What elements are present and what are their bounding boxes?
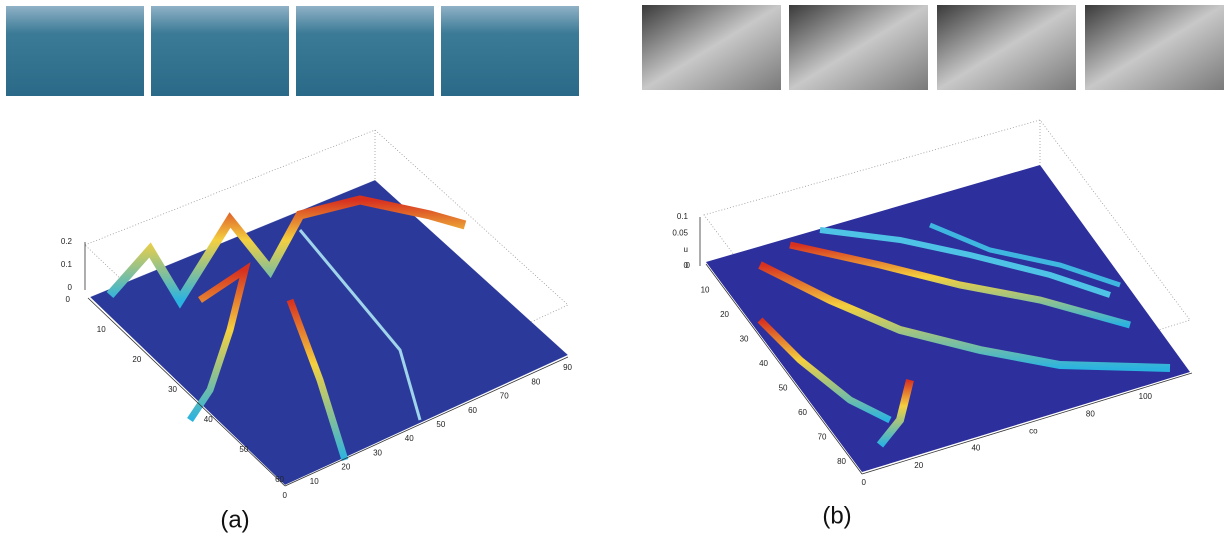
z-tick-label: 0.1 xyxy=(61,260,73,269)
x-tick-label: 40 xyxy=(405,434,414,443)
surface xyxy=(90,180,568,485)
thumbnails-b xyxy=(642,5,1224,90)
z-tick-label: 0.05 xyxy=(672,228,688,237)
y-tick-label: 50 xyxy=(779,384,788,393)
x-tick-label: 20 xyxy=(341,463,350,472)
plot-b: (b) xyxy=(700,120,1192,529)
y-tick-label: 60 xyxy=(798,408,807,417)
y-tick-label: 20 xyxy=(132,355,141,364)
y-tick-label: 70 xyxy=(818,433,827,442)
y-tick-label: 40 xyxy=(759,359,768,368)
y-tick-label: 30 xyxy=(740,335,749,344)
x-tick-label: 90 xyxy=(563,363,572,372)
y-tick-label: 40 xyxy=(204,415,213,424)
thumbnail xyxy=(151,6,289,96)
x-tick-label: 80 xyxy=(1086,409,1095,418)
x-tick-label: 0 xyxy=(283,491,288,500)
x-tick-label: 20 xyxy=(914,461,923,470)
z-tick-label: 0.1 xyxy=(677,212,689,221)
z-tick-label: 0 xyxy=(68,283,73,292)
thumbnail xyxy=(296,6,434,96)
y-tick-label: 10 xyxy=(701,286,710,295)
caption: (b) xyxy=(822,502,851,529)
thumbnail xyxy=(441,6,579,96)
y-tick-label: 0 xyxy=(66,295,71,304)
thumbnail xyxy=(789,5,928,90)
thumbnail xyxy=(937,5,1076,90)
thumbnail xyxy=(642,5,781,90)
x-tick-label: co xyxy=(1029,427,1038,436)
thumbnails-a xyxy=(6,6,579,96)
x-tick-label: 50 xyxy=(436,420,445,429)
x-tick-label: 40 xyxy=(971,444,980,453)
caption: (a) xyxy=(220,506,249,533)
y-tick-label: 20 xyxy=(720,310,729,319)
figure: (a) (b) 0.2 0.1 0 0 10 20 30 40 50 60 0 10 20 30 40 50 6… xyxy=(0,0,1225,539)
thumbnail xyxy=(6,6,144,96)
x-tick-label: 0 xyxy=(862,478,867,487)
y-tick-label: 0 xyxy=(686,261,691,270)
x-tick-label: 60 xyxy=(468,406,477,415)
y-tick-label: 10 xyxy=(97,325,106,334)
z-tick-label: u xyxy=(684,245,688,254)
y-tick-label: 60 xyxy=(275,475,284,484)
y-tick-label: 80 xyxy=(837,457,846,466)
x-tick-label: 100 xyxy=(1139,392,1153,401)
x-tick-label: 30 xyxy=(373,448,382,457)
plot-a: (a) xyxy=(85,130,568,533)
thumbnail xyxy=(1085,5,1224,90)
x-tick-label: 10 xyxy=(310,477,319,486)
y-tick-label: 30 xyxy=(168,385,177,394)
x-tick-label: 80 xyxy=(531,377,540,386)
z-tick-label: 0.2 xyxy=(61,237,73,246)
y-tick-label: 50 xyxy=(239,445,248,454)
x-tick-label: 70 xyxy=(500,392,509,401)
